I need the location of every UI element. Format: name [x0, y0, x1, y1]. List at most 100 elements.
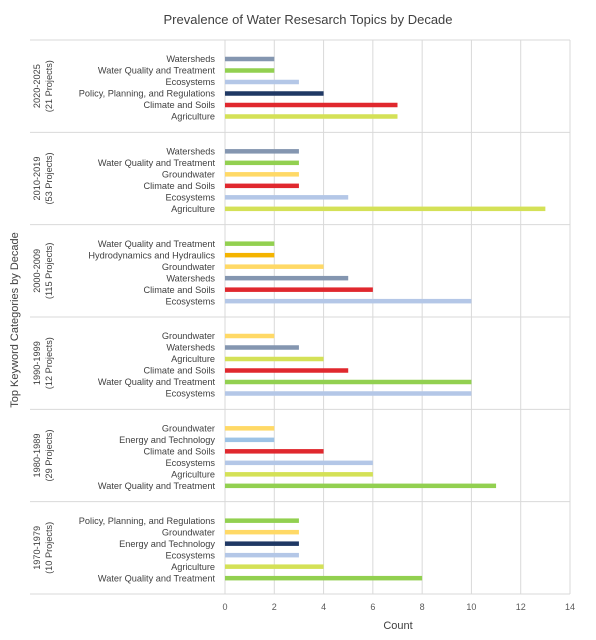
category-label: Groundwater	[162, 262, 215, 272]
bar	[225, 564, 324, 569]
category-label: Agriculture	[171, 204, 215, 214]
bar	[225, 518, 299, 523]
bar	[225, 160, 299, 166]
bar-series	[225, 56, 546, 581]
bar	[225, 252, 275, 258]
bar	[225, 172, 299, 177]
category-label: Climate and Soils	[144, 100, 216, 110]
category-label: Agriculture	[171, 562, 215, 572]
category-label: Agriculture	[171, 470, 215, 480]
category-label: Policy, Planning, and Regulations	[79, 516, 216, 526]
category-label: Water Quality and Treatment	[98, 239, 216, 249]
decade-label: 1980-1989	[32, 434, 42, 478]
category-label: Climate and Soils	[144, 447, 216, 457]
bar	[225, 149, 299, 154]
bar	[225, 68, 275, 73]
decade-label: 2010-2019	[32, 157, 42, 201]
bar	[225, 379, 472, 385]
bar	[225, 449, 324, 454]
bar	[225, 391, 472, 396]
category-label: Water Quality and Treatment	[98, 66, 216, 76]
category-label: Ecosystems	[165, 458, 215, 468]
bar	[225, 356, 324, 362]
category-label: Climate and Soils	[144, 285, 216, 295]
category-label: Ecosystems	[165, 550, 215, 560]
bar	[225, 79, 299, 85]
bar	[225, 264, 324, 269]
bar	[225, 206, 546, 212]
category-label: Groundwater	[162, 527, 215, 537]
decade-project-count: (12 Projects)	[44, 337, 54, 389]
bar	[225, 437, 275, 443]
decade-label: 1970-1979	[32, 526, 42, 570]
chart-title: Prevalence of Water Resesarch Topics by …	[163, 12, 452, 27]
decade-project-count: (10 Projects)	[44, 522, 54, 574]
category-label: Groundwater	[162, 424, 215, 434]
category-label: Watersheds	[166, 343, 215, 353]
y-axis-title: Top Keyword Categories by Decade	[9, 232, 21, 407]
category-label: Water Quality and Treatment	[98, 158, 216, 168]
bar	[225, 575, 423, 581]
decade-label: 2000-2009	[32, 249, 42, 293]
bar	[225, 114, 398, 119]
bar	[225, 472, 373, 477]
category-label: Climate and Soils	[144, 366, 216, 376]
decade-project-count: (53 Projects)	[44, 152, 54, 204]
category-label: Policy, Planning, and Regulations	[79, 89, 216, 99]
decade-label: 2020-2025	[32, 64, 42, 108]
decade-project-count: (115 Projects)	[44, 243, 54, 300]
bar	[225, 241, 275, 246]
category-label: Water Quality and Treatment	[98, 481, 216, 491]
x-tick-label: 12	[516, 602, 526, 612]
x-tick-label: 6	[370, 602, 375, 612]
x-tick-label: 14	[565, 602, 575, 612]
category-label: Hydrodynamics and Hydraulics	[88, 250, 215, 260]
category-label: Groundwater	[162, 331, 215, 341]
bar	[225, 195, 349, 200]
bar	[225, 298, 472, 304]
bar	[225, 56, 275, 62]
bar	[225, 333, 275, 339]
x-tick-label: 8	[420, 602, 425, 612]
decade-label: 1990-1999	[32, 341, 42, 385]
category-label: Ecosystems	[165, 193, 215, 203]
x-tick-label: 2	[272, 602, 277, 612]
x-axis-ticks: 0 2 4 6 8 10 12 14	[222, 602, 575, 612]
bar	[225, 345, 299, 350]
category-label: Energy and Technology	[119, 539, 215, 549]
bar	[225, 529, 299, 535]
bar	[225, 552, 299, 558]
bar	[225, 541, 299, 546]
category-label: Ecosystems	[165, 77, 215, 87]
category-label: Watersheds	[166, 54, 215, 64]
bar	[225, 183, 299, 189]
category-label: Groundwater	[162, 170, 215, 180]
x-tick-label: 10	[466, 602, 476, 612]
x-tick-label: 0	[222, 602, 227, 612]
category-label: Water Quality and Treatment	[98, 377, 216, 387]
category-label: Watersheds	[166, 273, 215, 283]
decade-project-count: (21 Projects)	[44, 60, 54, 112]
category-label: Energy and Technology	[119, 435, 215, 445]
bar	[225, 102, 398, 108]
bar	[225, 426, 275, 431]
bar	[225, 91, 324, 96]
category-label: Climate and Soils	[144, 181, 216, 191]
category-label: Ecosystems	[165, 296, 215, 306]
category-label: Water Quality and Treatment	[98, 573, 216, 583]
bar	[225, 368, 349, 373]
gridlines	[30, 39, 571, 595]
x-tick-label: 4	[321, 602, 326, 612]
bar	[225, 460, 373, 466]
bar	[225, 483, 497, 489]
category-label: Agriculture	[171, 354, 215, 364]
bar	[225, 287, 373, 292]
bar	[225, 275, 349, 281]
category-label: Watersheds	[166, 147, 215, 157]
category-label: Ecosystems	[165, 389, 215, 399]
decade-project-count: (29 Projects)	[44, 429, 54, 481]
x-axis-title: Count	[383, 620, 412, 632]
category-label: Agriculture	[171, 112, 215, 122]
